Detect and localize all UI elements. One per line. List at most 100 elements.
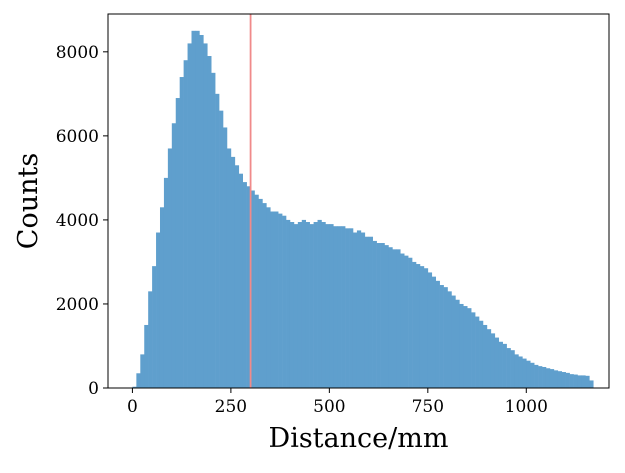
histogram-bar <box>368 236 373 388</box>
histogram-bar <box>144 324 149 388</box>
histogram-bar <box>376 243 381 388</box>
histogram-bar <box>266 207 271 388</box>
histogram-bar <box>589 380 594 388</box>
x-tick-label: 0 <box>127 397 138 417</box>
histogram-bar <box>203 43 208 389</box>
histogram-bar <box>286 219 291 388</box>
histogram-bar <box>443 287 448 388</box>
y-tick-label: 6000 <box>56 127 99 147</box>
histogram-bar <box>364 236 370 388</box>
histogram-bar <box>329 224 334 388</box>
histogram-bar <box>301 219 307 388</box>
histogram-bar <box>258 198 263 388</box>
histogram-bar <box>573 374 578 388</box>
y-axis-title: Counts <box>13 153 44 249</box>
histogram-bar <box>408 257 413 388</box>
histogram-bar <box>254 194 259 388</box>
histogram-bar <box>175 98 180 388</box>
x-axis-title: Distance/mm <box>269 423 449 454</box>
histogram-bar <box>349 228 354 388</box>
histogram-bar <box>132 386 137 388</box>
histogram-bar <box>159 207 165 388</box>
histogram-bar <box>486 329 492 388</box>
histogram-bar <box>337 226 342 388</box>
histogram-bar <box>561 372 566 388</box>
histogram-bar <box>502 343 507 388</box>
histogram-bar <box>490 333 496 388</box>
histogram-bar <box>333 226 338 388</box>
histogram-bar <box>427 272 433 388</box>
bars-layer <box>132 30 594 389</box>
y-tick-label: 8000 <box>56 43 99 63</box>
histogram-bar <box>234 165 240 388</box>
histogram-bar <box>246 186 251 388</box>
histogram-bar <box>435 280 440 388</box>
histogram-bar <box>467 308 472 388</box>
histogram-bar <box>242 182 247 388</box>
histogram-bar <box>416 264 421 388</box>
histogram-bar <box>498 341 503 388</box>
y-axis-ticks: 0 2000 4000 6000 8000 <box>56 43 108 399</box>
histogram-bar <box>447 291 452 388</box>
histogram-bar <box>211 72 216 388</box>
histogram-bar <box>569 374 574 388</box>
x-tick-label: 750 <box>412 397 444 417</box>
x-tick-label: 1000 <box>505 397 548 417</box>
histogram-bar <box>423 268 429 388</box>
histogram-bar <box>396 249 401 388</box>
histogram-bar <box>522 358 527 388</box>
histogram-bar <box>565 372 570 388</box>
histogram-bar <box>506 348 511 388</box>
histogram-bar <box>577 375 582 388</box>
histogram-bar <box>542 366 547 388</box>
histogram-bar <box>384 245 389 388</box>
histogram-bar <box>553 370 559 388</box>
histogram-bar <box>317 219 322 388</box>
histogram-bar <box>404 255 409 388</box>
histogram-bar <box>585 375 590 388</box>
histogram-bar <box>400 253 405 388</box>
histogram-bar <box>345 228 350 388</box>
histogram-bar <box>156 232 161 388</box>
histogram-bar <box>179 77 184 388</box>
histogram-bar <box>163 177 169 388</box>
histogram-bar <box>250 190 255 388</box>
histogram-bar <box>309 224 314 388</box>
histogram-bar <box>195 30 200 389</box>
histogram-bar <box>479 320 484 388</box>
histogram-bar <box>412 261 417 388</box>
histogram-bar <box>372 240 377 388</box>
histogram-bar <box>380 243 385 388</box>
histogram-bar <box>526 360 531 388</box>
histogram-bar <box>223 127 228 389</box>
histogram-bar <box>352 232 358 388</box>
histogram-bar <box>431 276 436 388</box>
histogram-bar <box>219 110 224 389</box>
histogram-bar <box>171 123 177 388</box>
y-tick-label: 0 <box>88 379 99 399</box>
histogram-bar <box>183 60 188 388</box>
histogram-bar <box>463 306 468 388</box>
y-tick-label: 2000 <box>56 295 99 315</box>
histogram-bar <box>459 303 464 388</box>
histogram-bar <box>199 35 204 388</box>
histogram-bar <box>581 375 586 388</box>
x-axis-ticks: 0 250 500 750 1000 <box>127 388 548 417</box>
histogram-bar <box>530 362 535 388</box>
histogram-bar <box>360 232 366 388</box>
histogram-bar <box>148 291 153 388</box>
histogram-bar <box>191 30 196 389</box>
histogram-bar <box>140 354 145 388</box>
histogram-bar <box>392 249 397 388</box>
histogram-bar <box>226 148 232 388</box>
histogram-bar <box>313 222 318 388</box>
histogram-bar <box>293 224 299 388</box>
histogram-bar <box>538 366 543 388</box>
histogram-bar <box>510 350 515 388</box>
histogram-bar <box>419 266 425 388</box>
histogram-bar <box>230 156 236 388</box>
histogram-bar <box>270 211 275 388</box>
histogram-bar <box>514 354 519 388</box>
histogram-bar <box>262 203 267 388</box>
